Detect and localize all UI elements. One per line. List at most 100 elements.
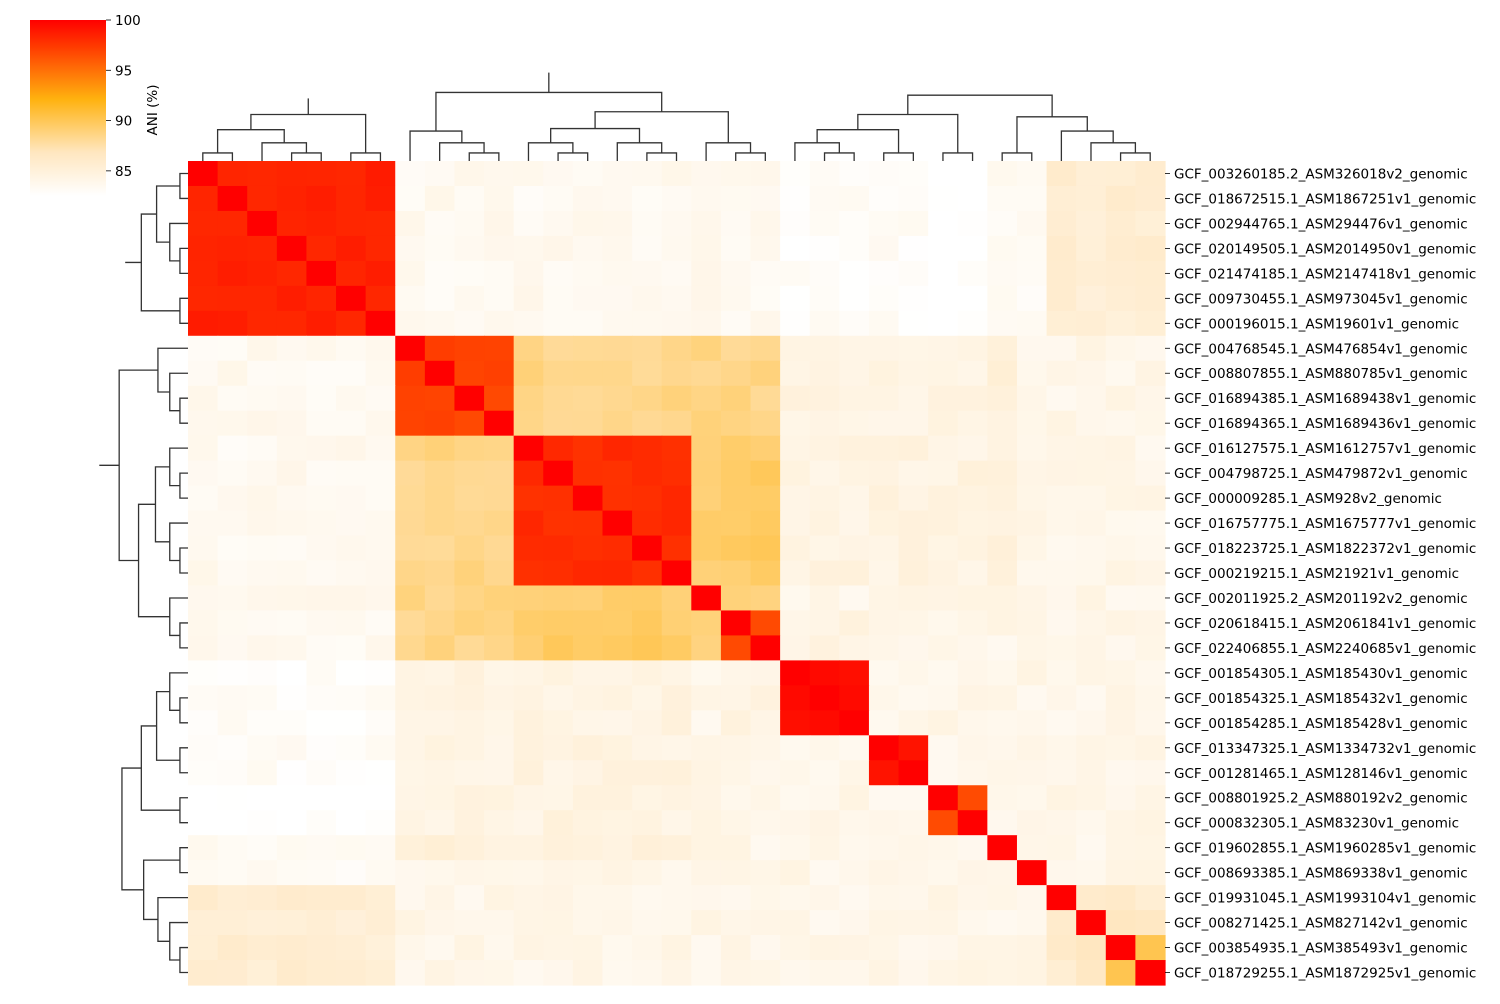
- heatmap-cell: [898, 185, 929, 212]
- heatmap-cell: [750, 210, 781, 237]
- heatmap-cell: [188, 710, 219, 736]
- heatmap-cell: [276, 635, 308, 661]
- heatmap-cell: [928, 310, 959, 337]
- heatmap-cell: [306, 760, 337, 786]
- heatmap-cell: [1105, 735, 1136, 761]
- heatmap-cell: [661, 585, 692, 612]
- heatmap-cell: [602, 235, 633, 262]
- row-label: GCF_004768545.1_ASM476854v1_genomic: [1174, 341, 1468, 357]
- heatmap-cell: [750, 310, 781, 337]
- heatmap-cell: [1046, 385, 1077, 412]
- heatmap-cell: [306, 161, 337, 187]
- heatmap-cell: [188, 910, 219, 936]
- heatmap-cell: [572, 435, 604, 462]
- row-label: GCF_022406855.1_ASM2240685v1_genomic: [1174, 641, 1476, 657]
- heatmap-cell: [868, 161, 900, 187]
- heatmap-cell: [247, 410, 278, 437]
- heatmap-cell: [395, 460, 426, 487]
- heatmap-cell: [1046, 185, 1077, 212]
- heatmap-cell: [632, 785, 663, 811]
- heatmap-cell: [780, 185, 811, 212]
- heatmap-cell: [928, 210, 959, 237]
- heatmap-cell: [306, 935, 337, 961]
- heatmap-cell: [898, 735, 929, 761]
- heatmap-cell: [336, 960, 367, 986]
- heatmap-cell: [1105, 535, 1136, 562]
- heatmap-cell: [691, 535, 722, 562]
- heatmap-cell: [632, 510, 663, 537]
- heatmap-cell: [395, 835, 426, 861]
- heatmap-cell: [780, 360, 811, 387]
- heatmap-cell: [513, 235, 544, 262]
- heatmap-cell: [750, 860, 781, 886]
- heatmap-cell: [336, 560, 367, 587]
- heatmap-cell: [987, 685, 1018, 711]
- heatmap-cell: [454, 310, 485, 337]
- heatmap-cell: [217, 161, 248, 187]
- heatmap-cell: [247, 510, 278, 537]
- heatmap-cell: [188, 835, 219, 861]
- heatmap-cell: [632, 810, 663, 836]
- heatmap-cell: [395, 610, 426, 637]
- heatmap-cell: [1135, 885, 1166, 911]
- heatmap-cell: [868, 635, 900, 661]
- heatmap-cell: [484, 310, 515, 337]
- heatmap-cell: [1046, 910, 1077, 936]
- heatmap-cell: [987, 535, 1018, 562]
- heatmap-cell: [217, 310, 248, 337]
- dendrogram-link: [154, 466, 170, 543]
- heatmap-cell: [987, 185, 1018, 212]
- heatmap-cell: [750, 960, 781, 986]
- heatmap-cell: [809, 960, 840, 986]
- heatmap-cell: [868, 360, 900, 387]
- heatmap-cell: [1016, 435, 1048, 462]
- heatmap-cell: [928, 610, 959, 637]
- heatmap-cell: [720, 885, 752, 911]
- heatmap-cell: [839, 810, 870, 836]
- heatmap-cell: [424, 260, 456, 287]
- heatmap-cell: [513, 335, 544, 362]
- heatmap-cell: [1046, 260, 1077, 287]
- heatmap-cell: [1076, 960, 1107, 986]
- heatmap-cell: [276, 860, 308, 886]
- heatmap-cell: [1046, 560, 1077, 587]
- heatmap-cell: [247, 560, 278, 587]
- heatmap-cell: [1046, 435, 1077, 462]
- heatmap-cell: [247, 460, 278, 487]
- heatmap-cell: [217, 210, 248, 237]
- heatmap-cell: [987, 760, 1018, 786]
- dendrogram-link: [157, 347, 188, 393]
- heatmap-cell: [661, 710, 692, 736]
- heatmap-cell: [484, 760, 515, 786]
- heatmap-cell: [188, 410, 219, 437]
- heatmap-cell: [750, 460, 781, 487]
- heatmap-cell: [276, 510, 308, 537]
- heatmap-cell: [484, 435, 515, 462]
- heatmap-cell: [957, 835, 988, 861]
- heatmap-cell: [780, 585, 811, 612]
- heatmap-cell: [424, 585, 456, 612]
- row-label: GCF_008807855.1_ASM880785v1_genomic: [1174, 366, 1468, 382]
- colorbar-tick-label: 95: [115, 63, 132, 79]
- heatmap-cell: [336, 161, 367, 187]
- heatmap-cell: [365, 535, 396, 562]
- heatmap-cell: [276, 385, 308, 412]
- heatmap-cell: [1076, 235, 1107, 262]
- dendrogram-link: [179, 747, 188, 774]
- row-label: GCF_001854285.1_ASM185428v1_genomic: [1174, 716, 1468, 732]
- heatmap-cell: [276, 835, 308, 861]
- heatmap-cell: [276, 910, 308, 936]
- heatmap-cell: [839, 560, 870, 587]
- heatmap-cell: [217, 360, 248, 387]
- dendrogram-link: [179, 622, 188, 649]
- heatmap-cell: [898, 460, 929, 487]
- heatmap-cell: [572, 735, 604, 761]
- heatmap-cell: [217, 410, 248, 437]
- heatmap-cell: [1046, 210, 1077, 237]
- heatmap-cell: [1046, 785, 1077, 811]
- heatmap-cell: [839, 660, 870, 686]
- row-label: GCF_008271425.1_ASM827142v1_genomic: [1174, 916, 1468, 932]
- heatmap-cell: [276, 410, 308, 437]
- heatmap-cell: [513, 785, 544, 811]
- heatmap-cell: [602, 610, 633, 637]
